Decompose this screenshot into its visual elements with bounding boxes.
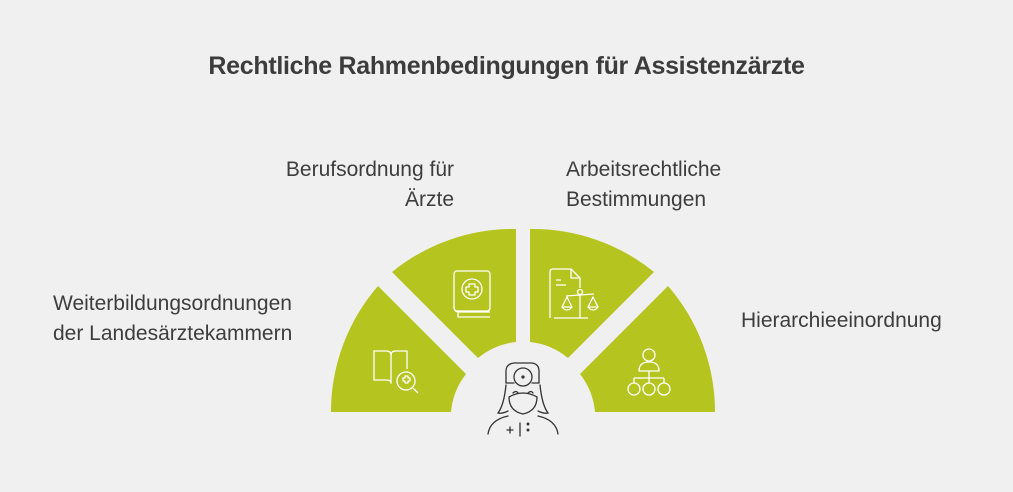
label-line: Bestimmungen (566, 188, 707, 211)
hierarchy-icon (627, 348, 671, 396)
document-scales-icon (549, 268, 599, 319)
label-line: Weiterbildungsordnungen (53, 292, 292, 315)
label-hierarchie: Hierarchieeinordnung (741, 306, 942, 336)
medical-book-icon (453, 270, 491, 318)
label-arbeitsrecht: Arbeitsrechtliche Bestimmungen (566, 155, 721, 215)
segment-arbeitsrecht[interactable] (530, 228, 654, 358)
diagram-title: Rechtliche Rahmenbedingungen für Assiste… (208, 52, 805, 80)
book-search-medical-icon (373, 350, 419, 394)
segment-weiterbildung[interactable] (330, 286, 466, 412)
label-berufsordnung: Berufsordnung für Ärzte (286, 155, 454, 215)
doctor-icon (487, 362, 559, 437)
label-weiterbildung: Weiterbildungsordnungen der Landesärztek… (53, 289, 292, 349)
label-line: Hierarchieeinordnung (741, 309, 942, 332)
label-line: Berufsordnung für (285, 158, 454, 181)
label-line: Ärzte (404, 188, 454, 211)
label-line: der Landesärztekammern (53, 322, 293, 345)
label-line: Arbeitsrechtliche (566, 158, 722, 181)
